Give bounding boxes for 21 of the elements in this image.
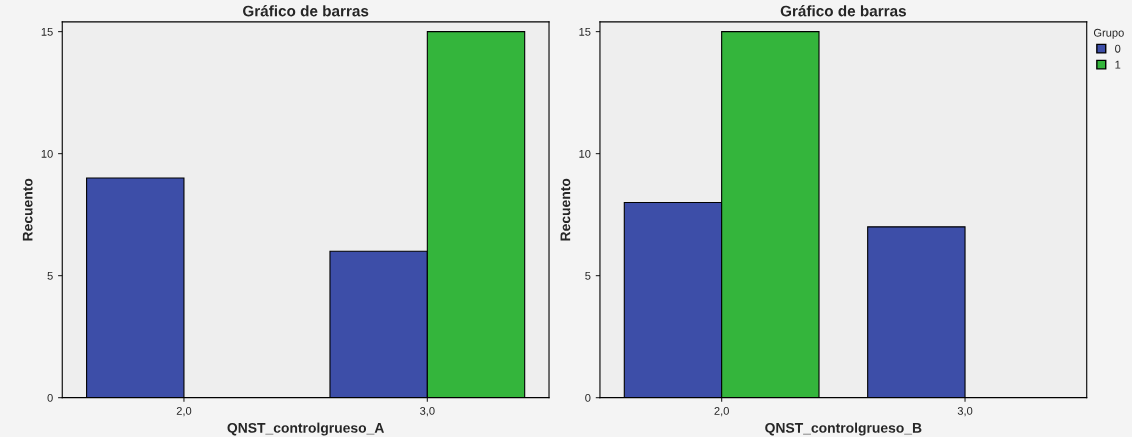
legend-label: 0 (1115, 44, 1121, 53)
legend-label: 1 (1115, 60, 1121, 69)
x-axis-title: QNST_controlgrueso_B (765, 422, 922, 436)
y-tick-label: 10 (41, 149, 53, 158)
y-tick-label: 5 (47, 272, 53, 280)
x-axis-title: QNST_controlgrueso_A (227, 422, 384, 436)
y-axis-title: Recuento (22, 178, 33, 241)
legend-title: Grupo (1093, 28, 1124, 39)
y-axis-title: Recuento (560, 178, 571, 241)
y-tick-label: 15 (41, 27, 53, 36)
x-tick-label: 3,0 (420, 406, 435, 417)
chart-title: Gráfico de barras (780, 5, 906, 17)
y-tick-label: 0 (585, 393, 591, 402)
x-tick-label: 3,0 (957, 406, 973, 417)
x-tick-label: 2,0 (714, 406, 729, 417)
y-tick-label: 10 (579, 149, 591, 158)
y-tick-label: 0 (47, 393, 53, 402)
x-tick-label: 2,0 (176, 406, 192, 417)
y-tick-label: 5 (585, 272, 591, 280)
chart-title: Gráfico de barras (243, 5, 369, 17)
y-tick-label: 15 (579, 27, 591, 36)
